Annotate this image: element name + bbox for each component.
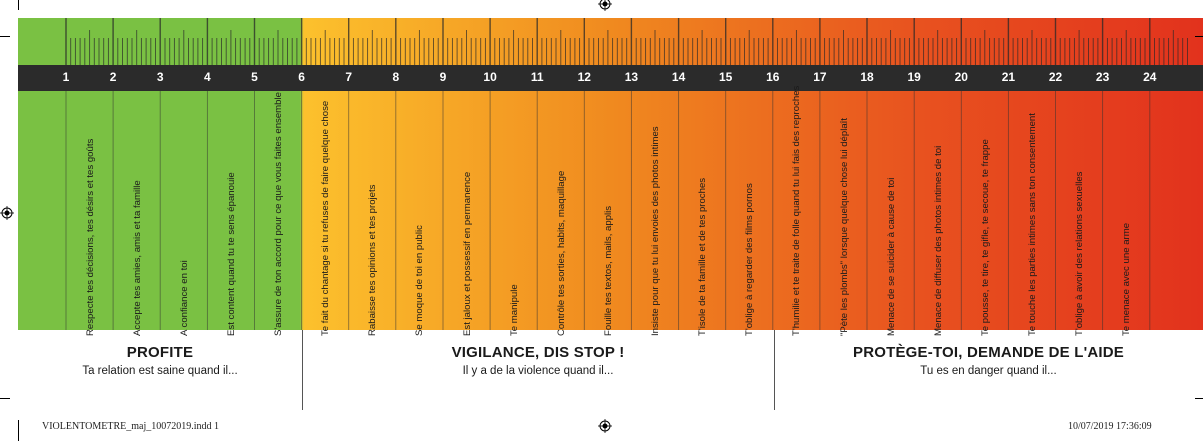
column-separators [65, 91, 1151, 330]
statement-text: Fouille tes textos, mails, applis [602, 205, 614, 336]
statement-text: Respecte tes décisions, tes désirs et te… [84, 138, 96, 336]
statement-text: Se moque de toi en public [413, 225, 425, 336]
statement-22: T'oblige à avoir des relations sexuelles [1059, 36, 1099, 336]
statement-17: "Pète les plombs" lorsque quelque chose … [824, 36, 864, 336]
statement-text: Te menace avec une arme [1120, 222, 1132, 336]
ruler-ticks [65, 18, 1188, 65]
section-divider [302, 330, 303, 410]
section-profite: PROFITE Ta relation est saine quand il..… [18, 344, 302, 377]
registration-mark-icon [0, 206, 14, 220]
statement-11: Contrôle tes sorties, habits, maquillage [541, 36, 581, 336]
statement-text: Rabaisse tes opinions et tes projets [366, 184, 378, 336]
section-subtitle: Il y a de la violence quand il... [462, 365, 614, 377]
scale-number: 21 [1001, 70, 1016, 84]
scale-number: 23 [1095, 70, 1110, 84]
scale-number: 9 [439, 70, 447, 84]
statement-23: Te menace avec une arme [1106, 36, 1146, 336]
scale-number: 17 [813, 70, 827, 84]
statement-16: T'humilie et te traite de folle quand tu… [776, 36, 816, 336]
statement-text: T'isole de ta famille et de tes proches [696, 177, 708, 336]
scale-number: 24 [1143, 70, 1157, 84]
scale-number: 19 [907, 70, 921, 84]
footer-timestamp: 10/07/2019 17:36:09 [1068, 421, 1152, 432]
scale-number: 11 [530, 70, 544, 84]
scale-number: 16 [766, 70, 780, 84]
statement-text: T'oblige à avoir des relations sexuelles [1073, 171, 1085, 336]
scale-number: 4 [204, 70, 211, 84]
statement-text: Est jaloux et possessif en permanence [461, 171, 472, 336]
statement-text: T'humilie et te traite de folle quand tu… [790, 85, 802, 336]
statement-21: Te touche les parties intimes sans ton c… [1012, 36, 1052, 336]
statement-13: Insiste pour que tu lui envoies des phot… [635, 36, 675, 336]
scale-number: 7 [345, 70, 353, 84]
statement-text: S'assure de ton accord pour ce que vous … [272, 92, 284, 336]
statement-text: Te fait du chantage si tu refuses de fai… [319, 100, 331, 336]
statement-3: A confiance en toi [164, 36, 204, 336]
statement-6: Te fait du chantage si tu refuses de fai… [305, 36, 345, 336]
scale-number: 10 [483, 70, 497, 84]
statement-text: Menace de se suicider à cause de toi [885, 177, 897, 336]
crop-mark [1195, 398, 1203, 399]
statement-14: T'isole de ta famille et de tes proches [682, 36, 722, 336]
scale-number: 2 [109, 70, 117, 84]
statement-text: "Pète les plombs" lorsque quelque chose … [838, 117, 849, 336]
crop-mark [18, 0, 19, 10]
scale-number: 14 [671, 70, 686, 84]
number-bar [18, 65, 1203, 91]
crop-mark [0, 36, 10, 37]
scale-number: 5 [251, 70, 258, 84]
scale-number: 8 [392, 70, 400, 84]
statement-18: Menace de se suicider à cause de toi [871, 36, 911, 336]
statement-text: Est content quand tu te sens épanouie [225, 172, 237, 336]
scale-number: 20 [954, 70, 968, 84]
scale-number: 13 [624, 70, 639, 84]
statement-10: Te manipule [494, 36, 534, 336]
section-title: VIGILANCE, DIS STOP ! [451, 344, 625, 361]
registration-mark-icon [598, 0, 612, 11]
crop-mark [18, 420, 19, 441]
statement-19: Menace de diffuser des photos intimes de… [918, 36, 958, 336]
crop-mark [1195, 36, 1203, 37]
scale-number: 6 [298, 70, 305, 84]
scale-number: 3 [156, 70, 164, 84]
statement-15: T'oblige à regarder des films pornos [729, 36, 769, 336]
registration-mark-icon [598, 419, 612, 433]
crop-mark [0, 398, 10, 399]
statement-text: Accepte tes amies, amis et ta famille [131, 180, 143, 336]
statement-text: A confiance en toi [178, 260, 190, 336]
statement-text: Te touche les parties intimes sans ton c… [1026, 113, 1038, 336]
statement-2: Accepte tes amies, amis et ta famille [117, 36, 157, 336]
statement-text: Te manipule [508, 284, 520, 336]
scale-number: 12 [577, 70, 591, 84]
statement-9: Est jaloux et possessif en permanence [447, 36, 487, 336]
statement-text: Menace de diffuser des photos intimes de… [932, 145, 944, 336]
statement-text: Insiste pour que tu lui envoies des phot… [649, 126, 661, 336]
footer-filename: VIOLENTOMETRE_maj_10072019.indd 1 [42, 421, 220, 432]
section-protege-toi: PROTÈGE-TOI, DEMANDE DE L'AIDE Tu es en … [774, 344, 1203, 377]
statement-1: Respecte tes décisions, tes désirs et te… [70, 36, 110, 336]
statement-20: Te pousse, te tire, te gifle, te secoue,… [965, 36, 1005, 336]
violentometre-ruler: 1 2 3 4 5 6 7 8 9 10 11 12 13 14 15 16 17 18 19 20 21 22 23 24 … [18, 18, 1203, 336]
scale-number: 1 [62, 70, 70, 84]
statement-12: Fouille tes textos, mails, applis [588, 36, 628, 336]
section-subtitle: Tu es en danger quand il... [920, 365, 1057, 377]
scale-number: 15 [719, 70, 733, 84]
section-vigilance: VIGILANCE, DIS STOP ! Il y a de la viole… [302, 344, 774, 377]
scale-number: 22 [1048, 70, 1063, 84]
statement-text: Te pousse, te tire, te gifle, te secoue,… [979, 139, 991, 336]
statement-5: S'assure de ton accord pour ce que vous … [258, 36, 298, 336]
statement-text: T'oblige à regarder des films pornos [743, 183, 755, 336]
statement-text: Contrôle tes sorties, habits, maquillage [555, 170, 567, 336]
statement-8: Se moque de toi en public [399, 36, 439, 336]
section-title: PROFITE [126, 344, 194, 361]
section-divider [774, 330, 775, 410]
statement-7: Rabaisse tes opinions et tes projets [352, 36, 392, 336]
scale-number: 18 [860, 70, 874, 84]
statement-4: Est content quand tu te sens épanouie [211, 36, 251, 336]
section-subtitle: Ta relation est saine quand il... [82, 365, 238, 377]
section-title: PROTÈGE-TOI, DEMANDE DE L'AIDE [853, 344, 1124, 361]
